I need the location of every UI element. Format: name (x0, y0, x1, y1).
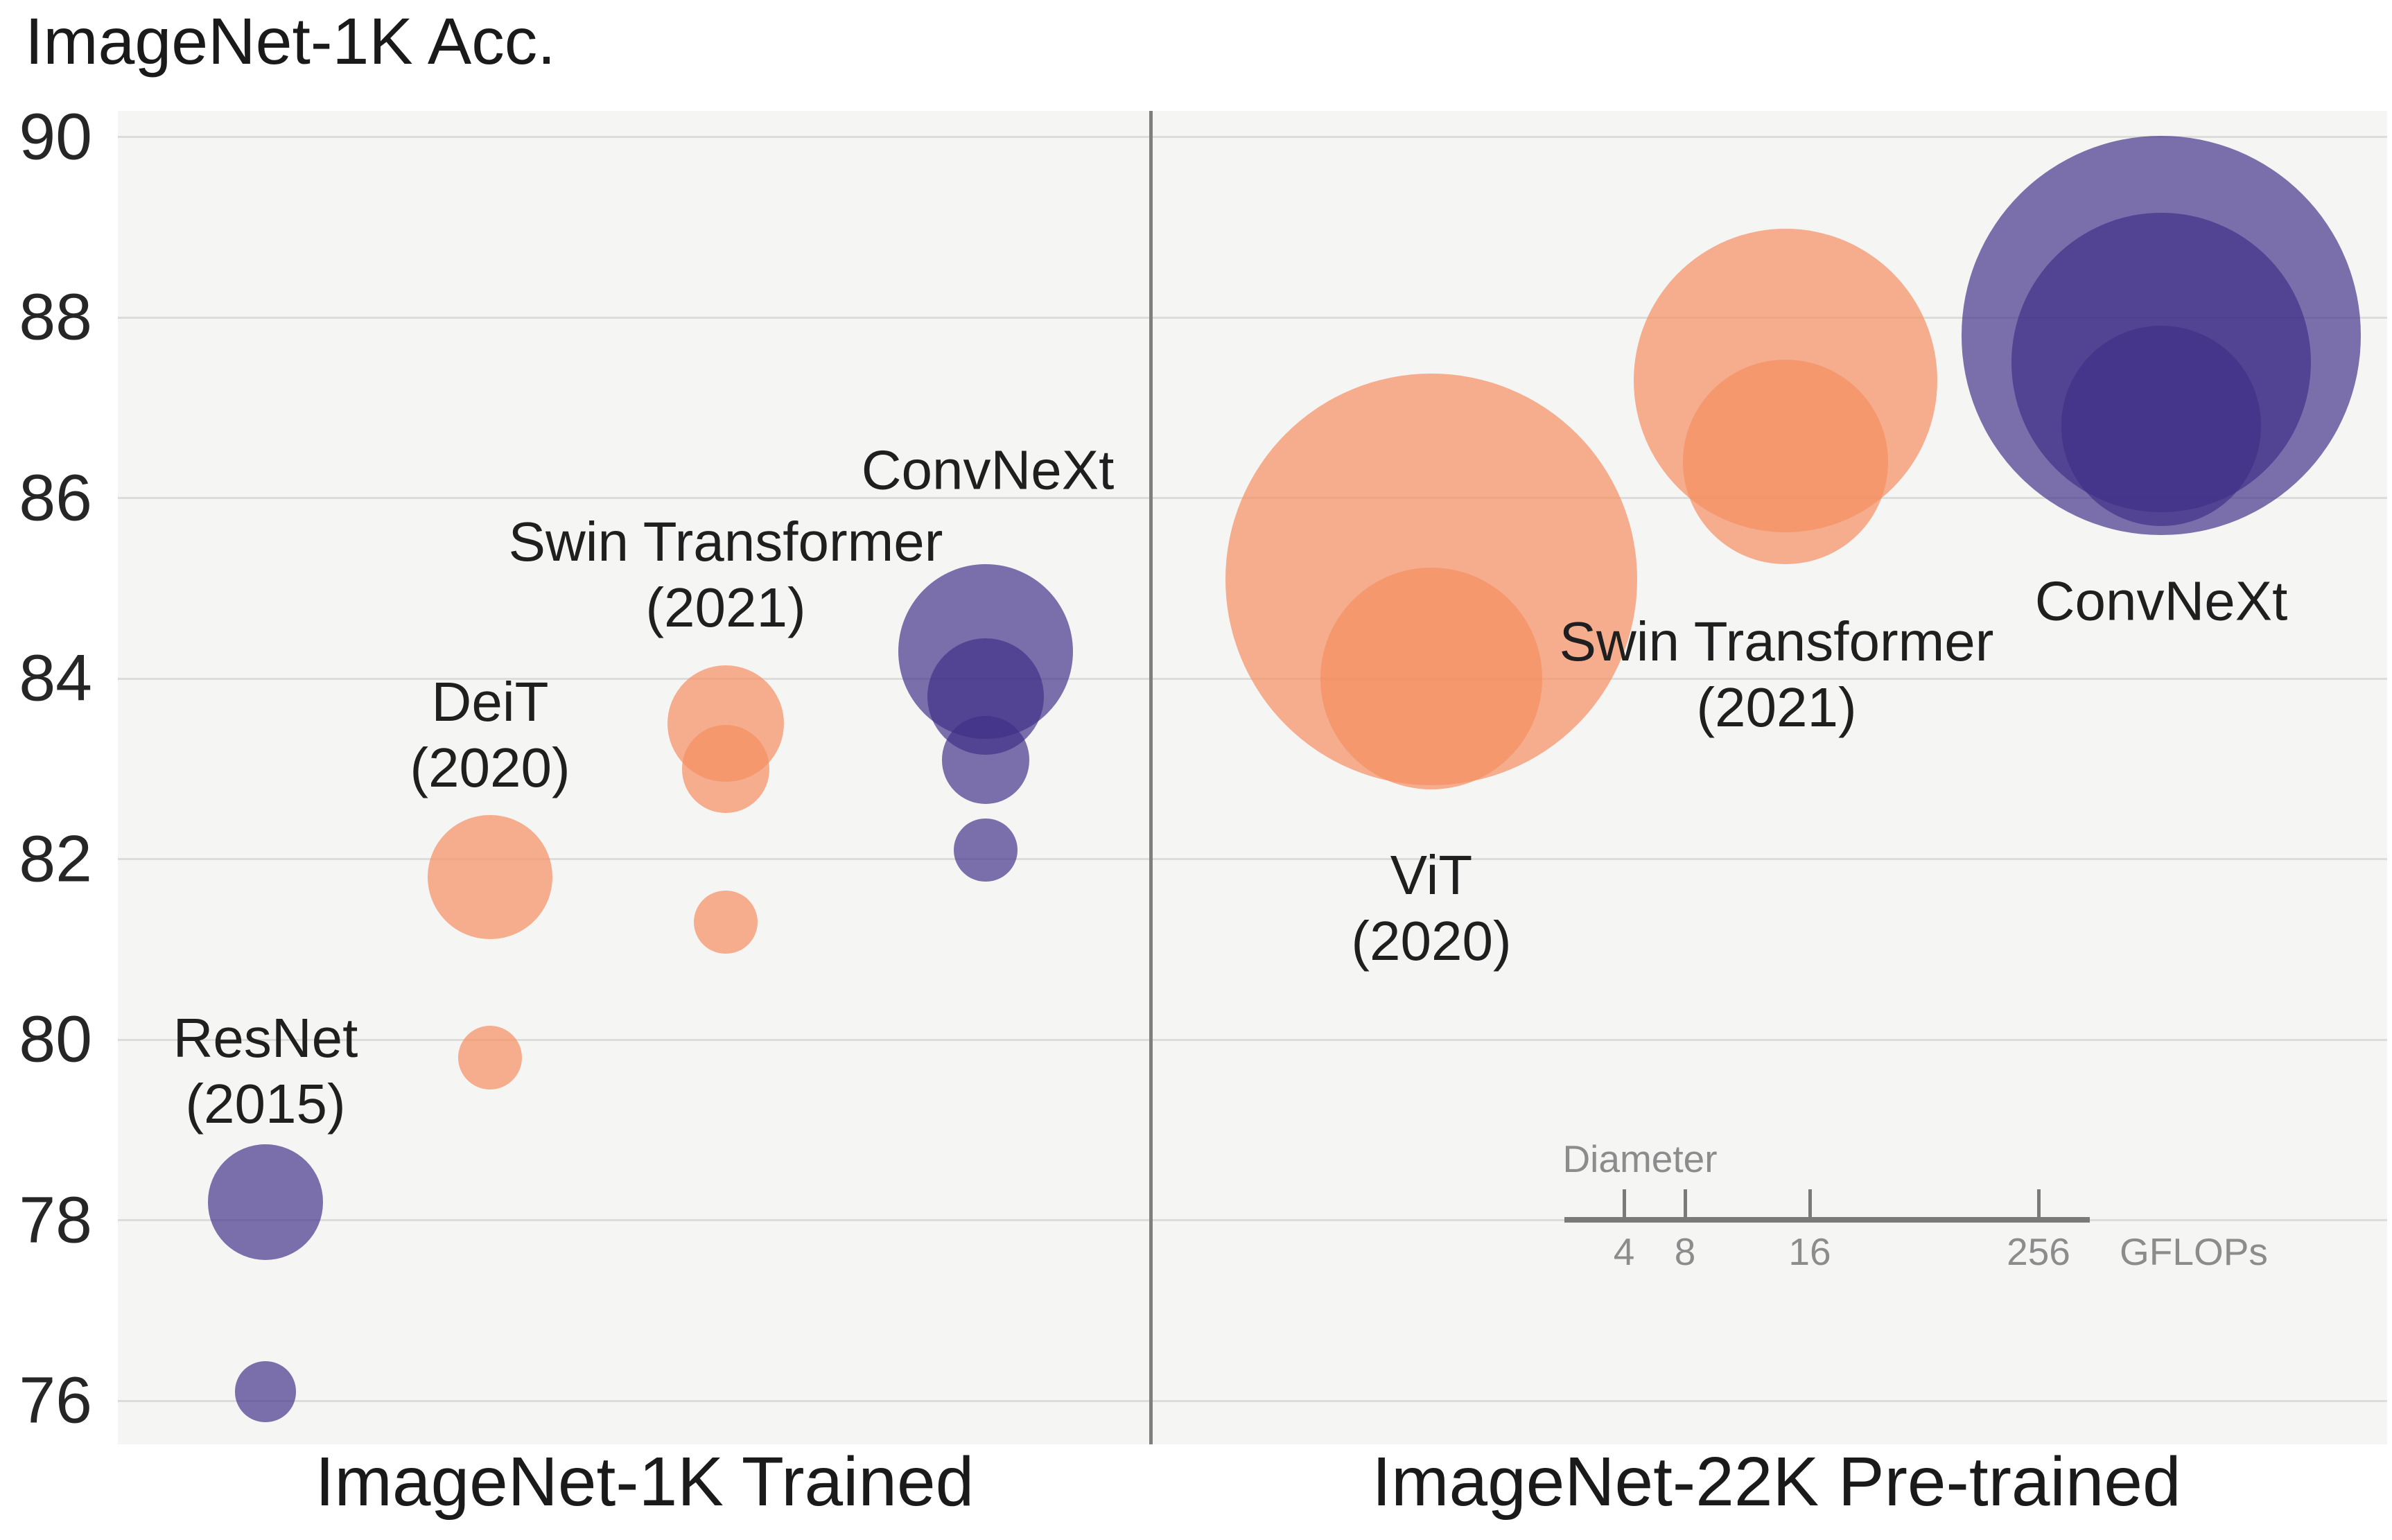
label-convnext-1k: ConvNeXt (861, 439, 1115, 501)
y-tick-label-90: 90 (19, 100, 92, 173)
panel-label-imagenet-1k: ImageNet-1K Trained (315, 1443, 975, 1521)
y-axis-title: ImageNet-1K Acc. (25, 5, 556, 78)
bubble-convnext-1k-acc-82.1 (954, 818, 1018, 882)
y-tick-label-76: 76 (19, 1363, 92, 1437)
legend-value-256: 256 (2007, 1230, 2070, 1273)
label-resnet: ResNet (2015) (173, 1007, 358, 1135)
y-tick-label-78: 78 (19, 1183, 92, 1257)
gridline-y-78 (118, 1219, 2387, 1221)
gridline-y-88 (118, 316, 2387, 319)
label-deit: DeiT (2020) (410, 671, 570, 798)
gridline-y-82 (118, 858, 2387, 860)
y-tick-label-84: 84 (19, 641, 92, 715)
gridline-y-80 (118, 1038, 2387, 1041)
y-tick-label-80: 80 (19, 1002, 92, 1076)
bubble-resnet-acc-78.2 (207, 1144, 324, 1260)
legend-scale-bar (1564, 1217, 2090, 1223)
legend-title-diameter: Diameter (1562, 1137, 1718, 1180)
plot-area (118, 111, 2387, 1444)
bubble-swin-transformer-1k-acc-81.3 (694, 891, 758, 954)
legend-unit-gflops: GFLOPs (2120, 1230, 2268, 1273)
bubble-deit-acc-81.8 (428, 814, 552, 940)
label-convnext-22k: ConvNeXt (2034, 570, 2288, 632)
legend-tick-16 (1808, 1189, 1812, 1220)
legend-value-8: 8 (1674, 1230, 1696, 1273)
legend-value-4: 4 (1613, 1230, 1635, 1273)
bubble-deit-acc-79.8 (457, 1025, 523, 1090)
label-vit: ViT (2020) (1351, 844, 1512, 972)
bubble-convnext-1k-acc-83.1 (941, 715, 1030, 804)
legend-tick-4 (1622, 1189, 1626, 1220)
label-swin-transformer-1k: Swin Transformer (2021) (508, 511, 943, 638)
gridline-y-76 (118, 1399, 2387, 1402)
y-tick-label-88: 88 (19, 280, 92, 354)
legend-tick-256 (2036, 1189, 2041, 1220)
label-swin-transformer-22k: Swin Transformer (2021) (1559, 611, 1994, 738)
bubble-swin-transformer-22k-acc-86.4 (1683, 359, 1888, 564)
gridline-y-90 (118, 136, 2387, 138)
legend-value-16: 16 (1788, 1230, 1831, 1273)
bubble-resnet-acc-76.1 (235, 1361, 296, 1422)
bubble-swin-transformer-1k-acc-83 (681, 724, 770, 813)
y-tick-label-82: 82 (19, 822, 92, 895)
y-tick-label-86: 86 (19, 461, 92, 534)
bubble-convnext-22k-acc-86.8 (2061, 325, 2262, 526)
bubble-vit-acc-84 (1320, 567, 1543, 790)
panel-divider-line (1149, 111, 1153, 1444)
panel-label-imagenet-22k: ImageNet-22K Pre-trained (1372, 1443, 2181, 1521)
legend-tick-8 (1683, 1189, 1687, 1220)
